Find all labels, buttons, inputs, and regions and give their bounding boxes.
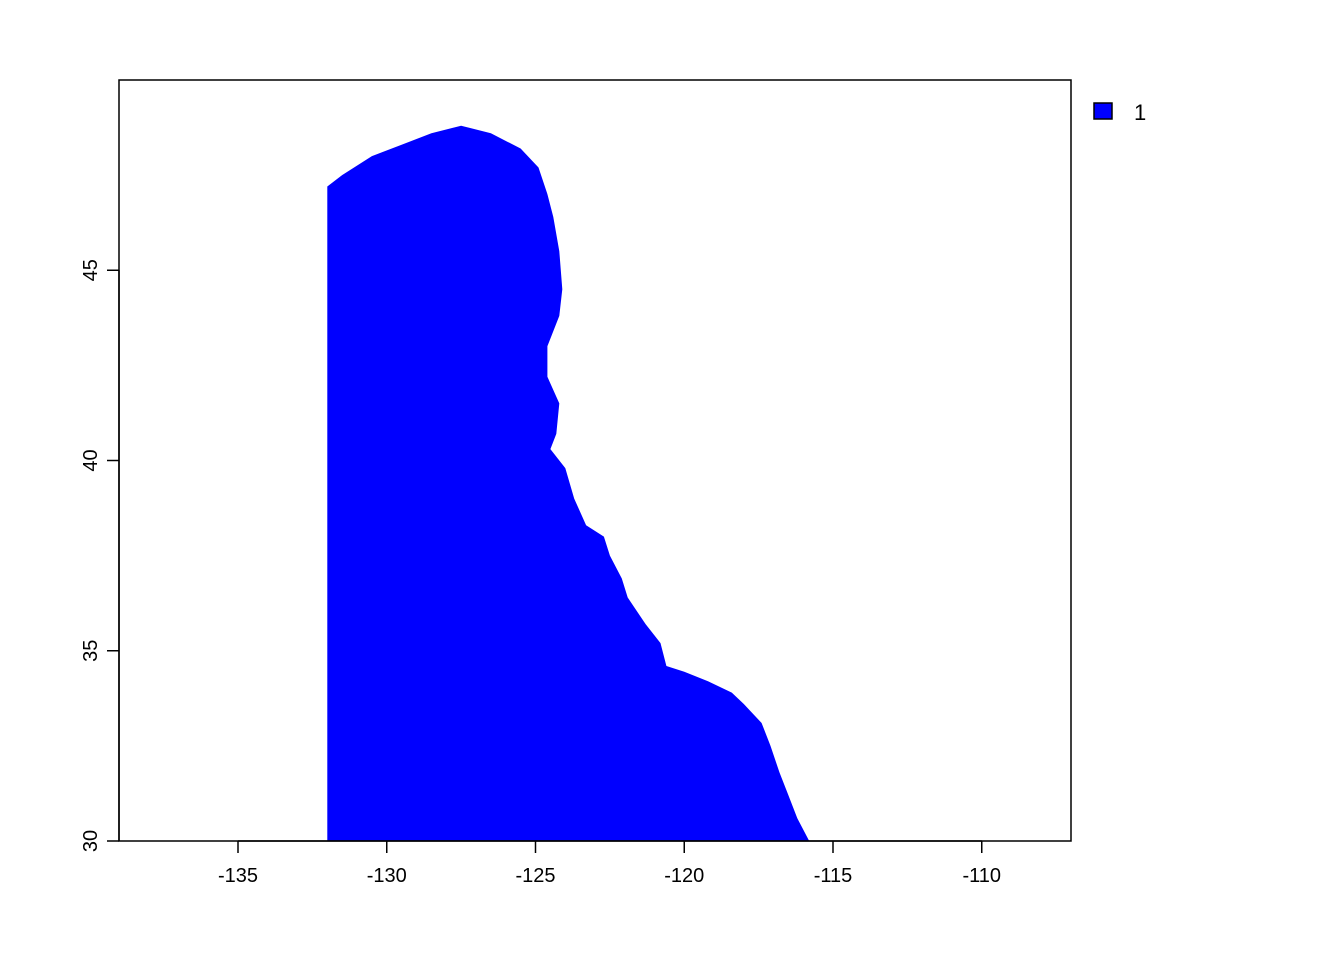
x-tick-label: -115 — [814, 865, 853, 887]
y-tick-label: 45 — [80, 259, 102, 281]
y-tick-label: 35 — [80, 640, 102, 662]
legend-swatch — [1093, 102, 1113, 120]
legend-label: 1 — [1134, 100, 1146, 125]
y-axis: 30 35 40 45 — [80, 259, 120, 852]
x-axis: -135 -130 -125 -120 -115 -110 — [218, 840, 1001, 887]
x-tick-label: -125 — [515, 865, 555, 887]
x-tick-label: -135 — [218, 865, 258, 887]
legend: 1 — [1093, 100, 1146, 125]
x-tick-label: -120 — [664, 865, 704, 887]
x-tick-label: -110 — [962, 865, 1001, 887]
y-tick-label: 30 — [80, 830, 102, 852]
ocean-raster-layer — [327, 125, 810, 841]
ocean-raster-area — [327, 125, 810, 841]
x-tick-label: -130 — [367, 865, 407, 887]
y-tick-label: 40 — [80, 449, 102, 471]
